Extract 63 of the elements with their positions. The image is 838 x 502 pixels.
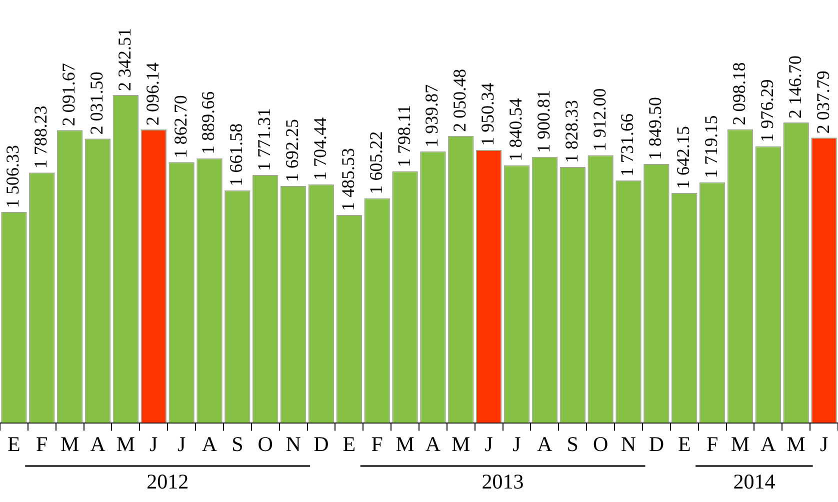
data-label: 1 950.34 — [478, 82, 498, 146]
data-label: 2 031.50 — [86, 72, 106, 135]
data-label: 1 788.23 — [30, 106, 51, 169]
x-tick-label: M — [116, 432, 136, 456]
x-tick-label: M — [452, 432, 471, 456]
data-label: 1 840.54 — [506, 98, 526, 162]
x-tick-label: S — [566, 432, 578, 456]
x-tick-label: J — [512, 432, 521, 456]
data-label: 2 091.67 — [58, 63, 79, 126]
data-label: 1 692.25 — [282, 119, 302, 182]
x-tick-label: A — [425, 432, 442, 456]
x-tick-label: F — [36, 432, 48, 456]
x-tick-label: E — [342, 432, 356, 456]
data-label: 1 642.15 — [673, 126, 694, 190]
x-tick-label: E — [8, 432, 20, 456]
x-tick-label: J — [177, 432, 186, 456]
x-tick-label: A — [202, 432, 218, 456]
data-label: 2 037.79 — [812, 70, 833, 134]
x-tick-label: A — [90, 432, 106, 456]
data-label: 2 050.48 — [450, 68, 470, 132]
data-label: 1 939.87 — [422, 84, 442, 148]
data-label: 1 798.11 — [394, 104, 414, 168]
x-tick-label: A — [537, 432, 554, 456]
x-tick-label: J — [820, 432, 828, 456]
x-tick-label: M — [730, 432, 750, 456]
text: 2013 — [482, 470, 524, 494]
x-tick-label: F — [706, 432, 718, 456]
x-tick-label: F — [371, 432, 383, 456]
data-label: 2 098.18 — [728, 62, 749, 126]
data-label: 1 889.66 — [198, 91, 218, 154]
x-tick-label: M — [786, 432, 806, 456]
x-tick-label: J — [484, 432, 493, 456]
data-label: 1 704.44 — [310, 117, 330, 180]
text: 2012 — [146, 470, 189, 494]
data-label: 1 661.58 — [226, 123, 246, 186]
x-tick-label: A — [760, 432, 777, 456]
data-label: 1 976.29 — [756, 79, 777, 142]
x-tick-label: D — [314, 432, 329, 456]
data-label: 1 862.70 — [170, 95, 190, 158]
data-label: 1 900.81 — [533, 90, 554, 153]
data-label: 2 146.70 — [784, 55, 805, 118]
x-tick-label: M — [60, 432, 80, 456]
x-tick-label: S — [232, 432, 244, 456]
x-tick-label: J — [150, 432, 158, 456]
data-label: 2 342.51 — [114, 28, 134, 92]
data-label: 1 912.00 — [589, 88, 610, 152]
data-label: 1 828.33 — [561, 100, 582, 163]
x-tick-label: O — [592, 432, 608, 456]
data-label: 1 485.53 — [338, 148, 358, 211]
data-label: 1 605.22 — [366, 131, 386, 194]
x-tick-label: O — [258, 432, 273, 456]
data-label: 1 731.66 — [617, 114, 638, 177]
x-tick-label: N — [286, 432, 301, 456]
data-label: 2 096.14 — [142, 62, 162, 126]
data-label: 1 849.50 — [645, 97, 666, 160]
x-tick-label: N — [620, 432, 636, 456]
data-label: 1 719.15 — [701, 115, 722, 178]
data-label: 1 506.33 — [2, 145, 23, 208]
x-tick-label: M — [396, 432, 415, 456]
text: 2014 — [733, 470, 776, 494]
x-tick-label: E — [678, 432, 691, 456]
x-tick-label: D — [648, 432, 664, 456]
data-label: 1 771.31 — [254, 108, 274, 171]
